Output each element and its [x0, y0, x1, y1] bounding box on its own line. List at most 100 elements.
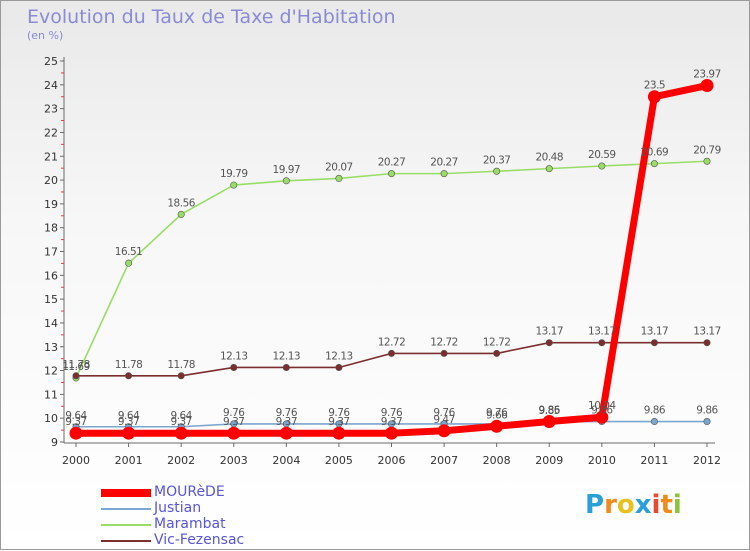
- data-label: 12.13: [273, 350, 301, 362]
- data-point: [282, 177, 290, 185]
- data-point: [542, 415, 556, 429]
- data-label: 11.78: [167, 359, 195, 371]
- legend-swatch: [101, 540, 151, 542]
- data-point: [493, 167, 501, 175]
- data-label: 20.48: [535, 152, 563, 164]
- data-label: 9.76: [486, 407, 508, 419]
- legend-label: Justian: [154, 500, 202, 516]
- x-tick-label: 2006: [378, 454, 406, 467]
- data-label: 13.17: [588, 326, 616, 338]
- data-label: 20.27: [378, 157, 406, 169]
- y-tick-label: 13: [44, 341, 58, 354]
- unit-label: (en %): [27, 29, 64, 42]
- y-tick-label: 10: [44, 412, 58, 425]
- y-tick-label: 17: [44, 246, 58, 259]
- data-point: [335, 363, 343, 371]
- data-point: [174, 426, 188, 440]
- y-tick-label: 15: [44, 293, 58, 306]
- data-point: [703, 157, 711, 165]
- x-tick-label: 2005: [325, 454, 353, 467]
- data-point: [72, 372, 80, 380]
- legend-label: Vic-Fezensac: [154, 532, 245, 548]
- data-label: 9.86: [644, 405, 666, 417]
- logo-letter: o: [616, 490, 635, 520]
- y-tick-label: 25: [44, 55, 58, 68]
- data-label: 20.07: [325, 161, 353, 173]
- data-label: 12.72: [483, 336, 511, 348]
- x-tick-label: 2011: [640, 454, 668, 467]
- data-label: 9.37: [223, 416, 244, 428]
- data-point: [703, 418, 711, 426]
- legend-label: MOURèDE: [154, 484, 225, 500]
- data-point: [650, 418, 658, 426]
- data-point: [440, 349, 448, 357]
- x-tick-label: 2010: [588, 454, 616, 467]
- y-tick-label: 14: [44, 317, 58, 330]
- y-tick-label: 18: [44, 222, 58, 235]
- data-label: 9.37: [65, 416, 86, 428]
- y-tick-label: 22: [44, 126, 58, 139]
- x-tick-label: 2004: [272, 454, 300, 467]
- data-label: 9.86: [591, 405, 613, 417]
- data-point: [387, 349, 395, 357]
- data-point: [125, 372, 133, 380]
- chart-title: Evolution du Taux de Taxe d'Habitation: [27, 6, 396, 28]
- data-point: [387, 170, 395, 178]
- logo-letter: t: [660, 490, 673, 520]
- y-tick-label: 16: [44, 269, 58, 282]
- y-tick-label: 9: [51, 436, 58, 449]
- data-point: [125, 259, 133, 267]
- logo-letter: x: [634, 490, 652, 520]
- x-tick-label: 2002: [167, 454, 195, 467]
- logo-letter: i: [651, 490, 661, 520]
- logo-letter: i: [672, 490, 682, 520]
- data-point: [650, 339, 658, 347]
- y-tick-label: 19: [44, 198, 58, 211]
- data-label: 13.17: [535, 326, 563, 338]
- data-label: 9.66: [486, 409, 508, 421]
- data-label: 9.37: [328, 416, 349, 428]
- data-point: [122, 426, 136, 440]
- data-point: [437, 424, 451, 438]
- data-point: [227, 426, 241, 440]
- data-point: [440, 170, 448, 178]
- y-tick-label: 11: [44, 388, 58, 401]
- data-label: 9.76: [276, 407, 298, 419]
- x-tick-label: 2008: [483, 454, 511, 467]
- data-label: 23.5: [644, 80, 665, 92]
- series-line-MOURèDE: [76, 82, 708, 437]
- data-label: 20.37: [483, 154, 511, 166]
- data-label: 9.37: [170, 416, 191, 428]
- data-point: [385, 426, 398, 440]
- legend-label: Marambat: [154, 516, 226, 532]
- data-point: [335, 174, 343, 182]
- data-label: 20.59: [588, 149, 616, 161]
- data-label: 9.64: [118, 410, 140, 422]
- data-point: [493, 349, 501, 357]
- data-point: [700, 79, 714, 93]
- data-label: 20.27: [430, 157, 458, 169]
- data-point: [647, 90, 661, 104]
- data-label: 11.78: [62, 359, 90, 371]
- data-label: 9.37: [118, 416, 139, 428]
- data-label: 9.86: [539, 405, 561, 417]
- data-point: [545, 339, 553, 347]
- data-label: 19.97: [273, 164, 301, 176]
- data-label: 16.51: [115, 246, 143, 258]
- data-label: 12.13: [220, 350, 248, 362]
- data-point: [230, 363, 238, 371]
- y-tick-label: 20: [44, 174, 58, 187]
- data-label: 12.72: [378, 336, 406, 348]
- legend-swatch: [101, 524, 151, 526]
- data-point: [69, 426, 83, 440]
- legend-swatch: [101, 508, 151, 510]
- data-label: 13.17: [693, 326, 721, 338]
- data-point: [177, 372, 185, 380]
- y-tick-label: 12: [44, 365, 58, 378]
- data-point: [177, 210, 185, 218]
- x-tick-label: 2009: [535, 454, 563, 467]
- data-label: 9.37: [276, 416, 297, 428]
- data-point: [650, 160, 658, 168]
